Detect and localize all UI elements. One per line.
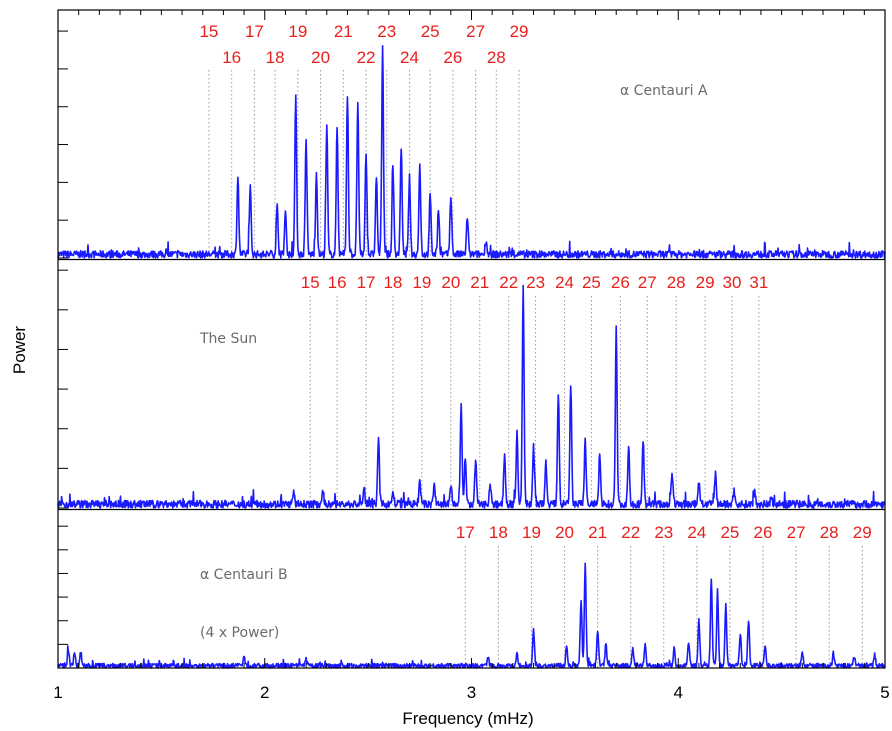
order-label: 26 [754, 523, 773, 542]
order-label: 30 [723, 273, 742, 292]
order-label: 25 [582, 273, 601, 292]
order-label: 20 [311, 48, 330, 67]
order-label: 17 [456, 523, 475, 542]
order-label: 25 [421, 22, 440, 41]
order-label: 21 [334, 22, 353, 41]
order-label: 22 [357, 48, 376, 67]
panel-label: α Centauri B [200, 567, 288, 583]
order-label: 26 [443, 48, 462, 67]
panel-label: (4 x Power) [200, 625, 279, 641]
order-label: 20 [441, 273, 460, 292]
order-label: 22 [621, 523, 640, 542]
order-label: 28 [820, 523, 839, 542]
order-gridlines [208, 70, 863, 668]
order-label: 21 [588, 523, 607, 542]
order-label: 23 [377, 22, 396, 41]
order-label: 15 [301, 273, 320, 292]
order-label: 24 [400, 48, 419, 67]
order-label: 29 [510, 22, 529, 41]
order-label: 16 [328, 273, 347, 292]
order-label: 20 [555, 523, 574, 542]
x-axis-title: Frequency (mHz) [402, 709, 533, 728]
power-trace [57, 562, 886, 669]
order-label: 15 [199, 22, 218, 41]
order-label: 23 [654, 523, 673, 542]
panel-label: α Centauri A [620, 83, 708, 99]
order-label: 28 [667, 273, 686, 292]
x-tick-label: 2 [260, 683, 269, 702]
order-label: 16 [222, 48, 241, 67]
order-label: 18 [383, 273, 402, 292]
order-label: 24 [555, 273, 574, 292]
panel-labels: α Centauri A The Sun α Centauri B (4 x Powe… [199, 83, 708, 641]
order-label: 21 [470, 273, 489, 292]
power-trace [57, 284, 886, 509]
order-label: 18 [266, 48, 285, 67]
order-label: 17 [357, 273, 376, 292]
x-tick-label: 1 [53, 683, 62, 702]
panel-label: The Sun [199, 331, 257, 347]
order-label: 18 [489, 523, 508, 542]
x-tick-label: 5 [880, 683, 889, 702]
order-label: 19 [412, 273, 431, 292]
y-axis-title: Power [10, 326, 29, 375]
order-label: 17 [245, 22, 264, 41]
order-label: 19 [288, 22, 307, 41]
order-label: 29 [696, 273, 715, 292]
plot-border [57, 9, 886, 669]
plot-frame [57, 9, 886, 669]
order-label: 28 [487, 48, 506, 67]
order-label: 23 [526, 273, 545, 292]
power-trace [57, 44, 886, 259]
x-tick-label: 4 [674, 683, 683, 702]
order-label: 31 [749, 273, 768, 292]
order-label: 25 [720, 523, 739, 542]
order-label: 27 [787, 523, 806, 542]
order-label: 19 [522, 523, 541, 542]
order-label: 26 [611, 273, 630, 292]
power-series [57, 44, 886, 669]
order-label: 24 [687, 523, 706, 542]
order-label: 27 [466, 22, 485, 41]
order-label: 22 [499, 273, 518, 292]
order-label: 29 [853, 523, 872, 542]
x-tick-label: 3 [467, 683, 476, 702]
order-label: 27 [638, 273, 657, 292]
